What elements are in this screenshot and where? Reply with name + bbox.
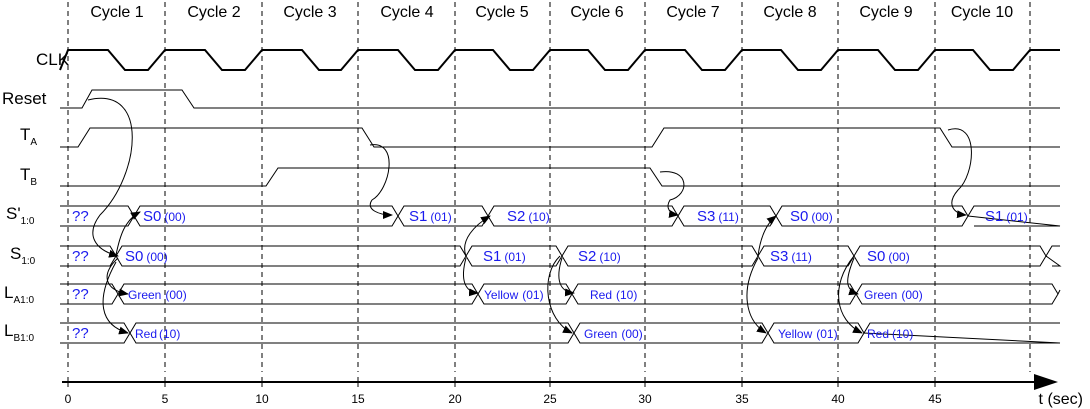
causal-arrow bbox=[746, 257, 767, 334]
axis-tick-label: 20 bbox=[448, 392, 462, 406]
bus-value: S1 (01) bbox=[483, 248, 526, 265]
causal-arrow bbox=[369, 144, 393, 219]
bus-value: Red (10) bbox=[867, 327, 913, 341]
cycle-label: Cycle 10 bbox=[951, 4, 1013, 21]
axis-tick-label: 35 bbox=[735, 392, 749, 406]
cycle-label: Cycle 1 bbox=[90, 4, 143, 21]
causal-arrow bbox=[847, 257, 859, 296]
cycle-labels: Cycle 1 Cycle 2 Cycle 3 Cycle 4 Cycle 5 … bbox=[74, 1, 1027, 23]
causal-arrow bbox=[115, 211, 141, 256]
bus-value: ?? bbox=[72, 208, 89, 225]
la-bus: ?? Green (00) Yellow (01) Red (10) Green (00… bbox=[60, 283, 1061, 305]
snext-bus: ?? S0 (00) S1 (01) S2 (10) S3 (11) S0 (00) S1… bbox=[60, 205, 1061, 227]
signal-name-reset: Reset bbox=[2, 89, 47, 108]
signal-names: CLK Reset TA TB S'1:0 S1:0 LA1:0 LB1:0 bbox=[2, 50, 70, 344]
causal-arrow bbox=[102, 261, 129, 335]
cycle-label: Cycle 2 bbox=[187, 4, 240, 21]
bus-value: S2 (10) bbox=[578, 248, 621, 265]
causal-arrow bbox=[464, 215, 491, 257]
signal-name-snext: S'1:0 bbox=[6, 204, 35, 227]
cycle-label: Cycle 8 bbox=[763, 4, 816, 21]
signal-name-lb: LB1:0 bbox=[4, 321, 34, 344]
reset-waveform bbox=[60, 89, 1060, 109]
s-bus: ?? S0 (00) S1 (01) S2 (10) S3 (11) S0 (00) bbox=[60, 245, 1062, 267]
bus-outline bbox=[60, 205, 1061, 227]
axis-tick-label: 5 bbox=[162, 392, 169, 406]
cycle-label: Cycle 6 bbox=[570, 4, 623, 21]
bus-value: Green (00) bbox=[128, 288, 187, 302]
bus-value: S3 (11) bbox=[770, 248, 812, 265]
bus-value: S2 (10) bbox=[507, 208, 550, 225]
bus-value: Yellow (01) bbox=[484, 288, 544, 302]
causal-arrow bbox=[547, 255, 573, 334]
bus-value: S0 (00) bbox=[790, 208, 833, 225]
time-axis: 0 5 10 15 20 25 30 35 40 45 t (sec) bbox=[62, 374, 1083, 408]
axis-arrowhead bbox=[1034, 374, 1058, 390]
bus-value: Red (10) bbox=[590, 288, 637, 302]
axis-tick-label: 25 bbox=[543, 392, 557, 406]
signal-name-ta: TA bbox=[20, 125, 37, 148]
bus-value: Green (00) bbox=[864, 288, 923, 302]
clk-waveform bbox=[59, 49, 1060, 71]
causal-arrow bbox=[838, 255, 863, 334]
cycle-label: Cycle 4 bbox=[380, 4, 433, 21]
signal-name-tb: TB bbox=[20, 165, 37, 188]
bus-value: S0 (00) bbox=[125, 248, 168, 265]
bus-value: S0 (00) bbox=[867, 248, 910, 265]
bus-value: ?? bbox=[72, 325, 89, 342]
causal-arrow bbox=[463, 257, 479, 297]
causal-arrow bbox=[87, 97, 133, 258]
cycle-label: Cycle 5 bbox=[475, 4, 528, 21]
axis-title: t (sec) bbox=[1039, 391, 1083, 408]
cycle-label: Cycle 3 bbox=[283, 4, 336, 21]
cycle-boundaries bbox=[67, 2, 1031, 372]
bus-value: S0 (00) bbox=[143, 208, 186, 225]
bus-value: Green (00) bbox=[584, 327, 643, 341]
bus-value: ?? bbox=[72, 248, 89, 265]
axis-tick-label: 10 bbox=[255, 392, 269, 406]
axis-tick-label: 0 bbox=[65, 392, 72, 406]
causal-arrow bbox=[659, 171, 685, 218]
axis-tick-label: 15 bbox=[351, 392, 365, 406]
bus-value: S3 (11) bbox=[697, 208, 739, 225]
cycle-label: Cycle 7 bbox=[666, 4, 719, 21]
tb-waveform bbox=[60, 167, 1060, 187]
axis-tick-label: 30 bbox=[638, 392, 652, 406]
causal-arrow bbox=[558, 257, 575, 297]
bus-value: S1 (01) bbox=[985, 208, 1028, 225]
axis-tick-label: 45 bbox=[928, 392, 942, 406]
bus-value: S1 (01) bbox=[409, 208, 452, 225]
signal-name-s: S1:0 bbox=[10, 244, 36, 267]
signal-name-la: LA1:0 bbox=[4, 283, 34, 306]
bus-value: ?? bbox=[72, 286, 89, 303]
bus-value: Yellow (01) bbox=[778, 327, 838, 341]
ta-waveform bbox=[60, 127, 1060, 148]
causal-arrow bbox=[757, 215, 777, 257]
lb-bus: ?? Red (10) Green (00) Yellow (01) Red (10) bbox=[60, 322, 1061, 344]
cycle-label: Cycle 9 bbox=[859, 4, 912, 21]
bus-value: Red (10) bbox=[135, 327, 180, 341]
causal-arrow bbox=[947, 128, 972, 219]
causality-arrows bbox=[87, 97, 972, 335]
axis-tick-label: 40 bbox=[831, 392, 845, 406]
